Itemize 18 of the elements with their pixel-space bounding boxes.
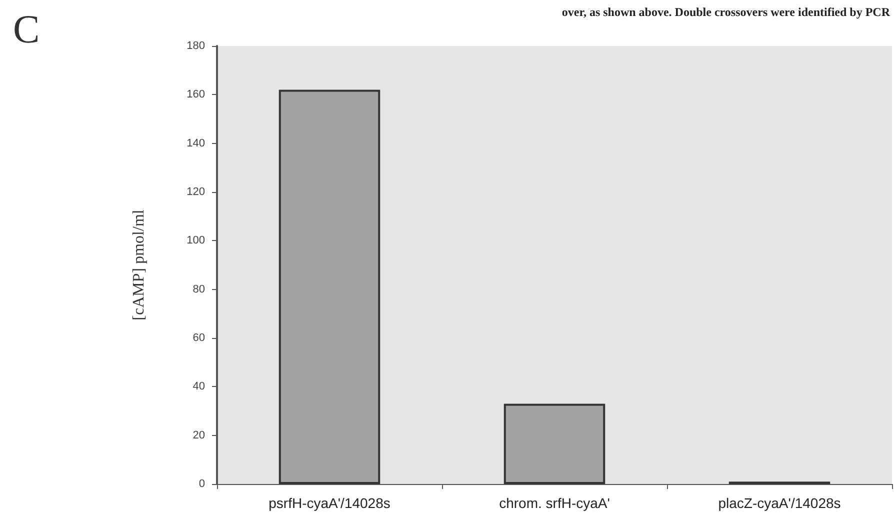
bar [278, 90, 380, 484]
chart-title: C [13, 6, 40, 52]
y-axis-title: [cAMP] pmol/ml [130, 209, 148, 320]
y-tick-label: 140 [186, 137, 205, 150]
y-tick-label: 160 [186, 88, 205, 101]
y-tick-label: 0 [198, 478, 205, 490]
y-tick-label: 60 [192, 332, 205, 344]
y-tick-label: 180 [186, 40, 205, 52]
x-tick-label: psrfH-cyaA'/14028s [268, 495, 390, 511]
x-tick-label: chrom. srfH-cyaA' [499, 495, 610, 511]
bar [504, 404, 606, 484]
y-tick-label: 40 [192, 380, 205, 393]
y-tick-label: 80 [192, 283, 205, 296]
y-tick-label: 20 [192, 429, 205, 442]
y-tick-label: 120 [186, 186, 205, 198]
text: over, as shown above. Double crossovers were identified by PCR [562, 5, 890, 19]
x-tick-label: placZ-cyaA'/14028s [718, 495, 841, 511]
y-tick-label: 100 [186, 234, 205, 247]
